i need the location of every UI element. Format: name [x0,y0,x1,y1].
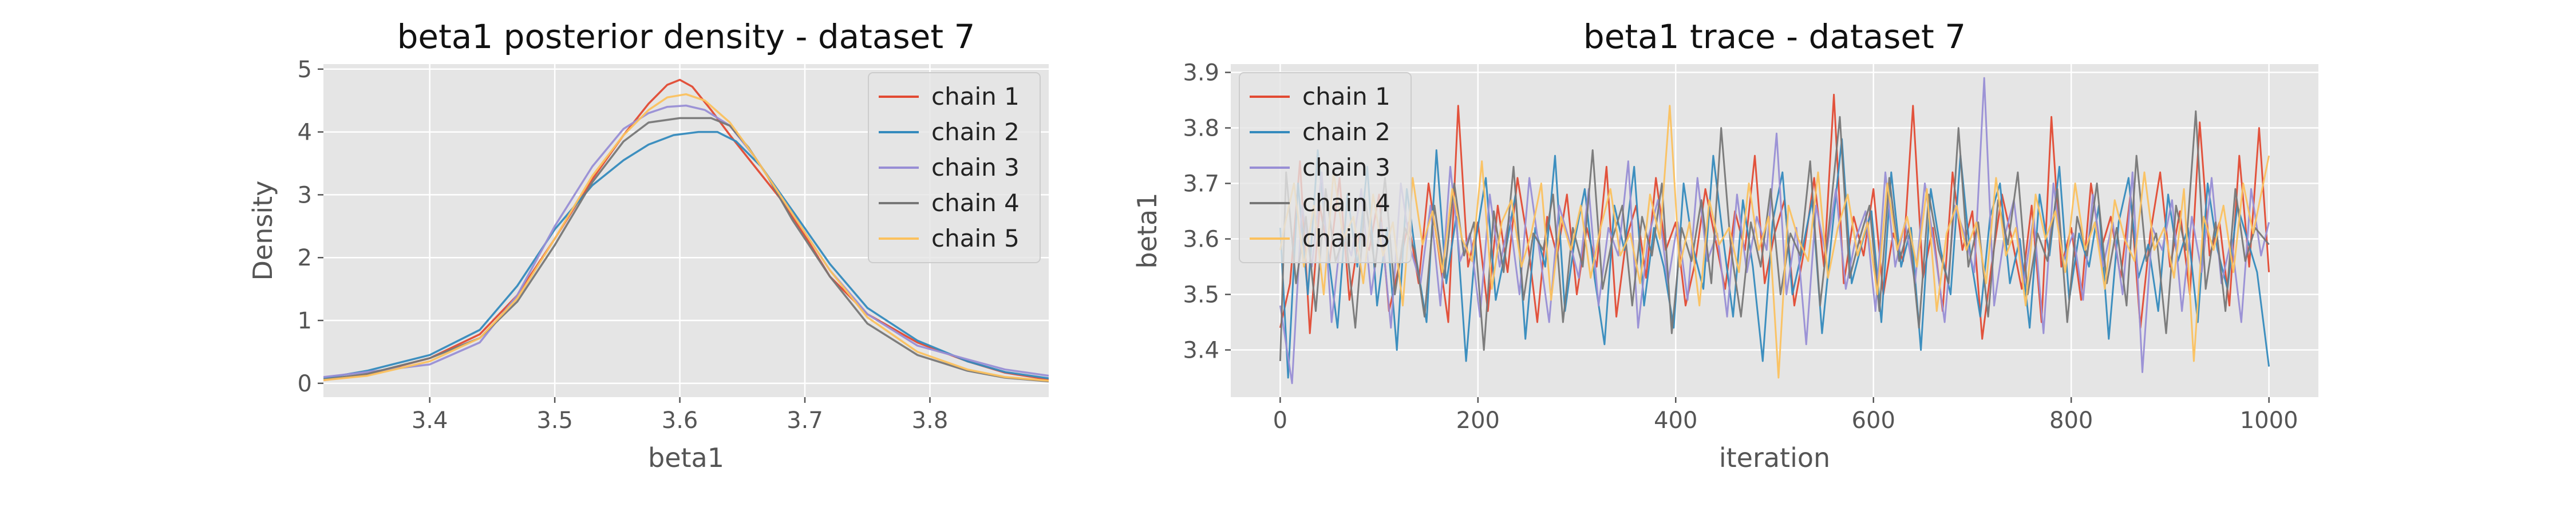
trace-x-tick-label: 400 [1654,407,1697,434]
trace-legend-label-chain-5: chain 5 [1302,224,1390,252]
trace-series-chain-3 [1279,77,2270,385]
trace-x-tick-label: 200 [1456,407,1500,434]
trace-y-tick-label: 3.7 [1183,171,1219,197]
density-legend: chain 1 chain 2 chain 3 chain 4 chain 5 [868,72,1041,263]
trace-x-tick-label: 800 [2049,407,2093,434]
trace-y-tick-label: 3.6 [1183,227,1219,253]
density-x-tick-label: 3.4 [412,407,448,434]
density-chart-title: beta1 posterior density - dataset 7 [397,17,975,56]
density-series-chain-5 [323,93,1049,382]
trace-y-axis-label: beta1 [1132,193,1163,269]
density-x-tick-label: 3.6 [662,407,698,434]
density-x-tick-label: 3.7 [787,407,823,434]
density-legend-label-chain-1: chain 1 [931,82,1020,110]
density-series-chain-2 [323,130,1049,379]
density-x-tick-label: 3.8 [912,407,949,434]
density-x-axis-label: beta1 [648,442,724,473]
density-panel: 3.4 3.5 3.6 3.7 3.8 0 1 2 3 4 5 beta1 posterior de… [247,17,1049,473]
density-y-tick-label: 0 [298,371,312,397]
trace-x-axis-label: iteration [1719,442,1830,473]
density-y-tick-label: 3 [298,182,312,208]
density-y-tick-label: 4 [298,120,312,146]
trace-legend: chain 1 chain 2 chain 3 chain 4 chain 5 [1239,72,1412,263]
density-x-tick-label: 3.5 [536,407,573,434]
density-legend-label-chain-3: chain 3 [931,153,1020,181]
density-y-tick-label: 1 [298,308,312,334]
density-legend-label-chain-5: chain 5 [931,224,1020,252]
density-y-tick-label: 2 [298,245,312,271]
trace-y-tick-label: 3.9 [1183,60,1219,86]
trace-chart-title: beta1 trace - dataset 7 [1583,17,1966,56]
trace-series-chain-2 [1279,138,2270,379]
density-legend-label-chain-4: chain 4 [931,189,1020,217]
trace-legend-label-chain-1: chain 1 [1302,82,1390,110]
trace-panel: 0 200 400 600 800 1000 3.4 3.5 3.6 3.7 3.8 3.9 beta… [1132,17,2318,473]
density-legend-label-chain-2: chain 2 [931,118,1020,146]
trace-legend-label-chain-4: chain 4 [1302,189,1390,217]
trace-x-tick-label: 1000 [2240,407,2298,434]
density-series [323,78,1049,383]
trace-legend-frame [1239,72,1412,263]
density-y-tick-label: 5 [298,57,312,83]
trace-x-tick-label: 600 [1852,407,1895,434]
trace-series-chain-5 [1279,105,2270,379]
trace-y-tick-label: 3.5 [1183,282,1219,308]
trace-legend-label-chain-2: chain 2 [1302,118,1390,146]
density-y-axis-label: Density [247,181,278,281]
trace-legend-label-chain-3: chain 3 [1302,153,1390,181]
trace-ticks: 0 200 400 600 800 1000 3.4 3.5 3.6 3.7 3.8 3.9 [1183,60,2298,434]
density-legend-frame [868,72,1041,263]
trace-series-chain-4 [1279,110,2270,362]
trace-x-tick-label: 0 [1273,407,1287,434]
trace-y-tick-label: 3.4 [1183,338,1219,364]
trace-y-tick-label: 3.8 [1183,116,1219,142]
density-ticks: 3.4 3.5 3.6 3.7 3.8 0 1 2 3 4 5 [298,57,949,434]
trace-series [1279,77,2270,385]
